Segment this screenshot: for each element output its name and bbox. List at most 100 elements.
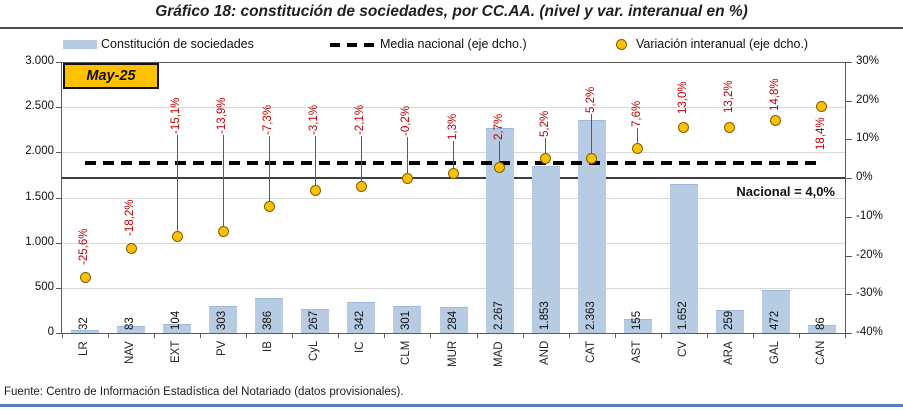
bar — [531, 165, 560, 334]
bar-value-label: 284 — [446, 310, 459, 330]
left-axis-tick-label: 3.000 — [25, 55, 54, 67]
gridline — [62, 242, 845, 244]
variation-label: 2,7% — [492, 113, 505, 141]
callout-stem — [176, 135, 178, 237]
bar — [393, 305, 422, 334]
variation-label: -18,2% — [124, 199, 137, 237]
left-axis-tick — [56, 333, 62, 334]
left-axis-tick-label: 500 — [34, 280, 54, 293]
x-axis-tick — [568, 333, 570, 338]
callout-stem — [222, 135, 224, 232]
right-axis-tick-label: -20% — [856, 248, 883, 261]
variation-label: -15,1% — [170, 97, 183, 134]
left-axis-tick-label: 2.500 — [25, 100, 54, 113]
bar — [669, 183, 698, 334]
x-axis-tick — [200, 333, 202, 338]
bar-value-label: 2.363 — [584, 301, 597, 330]
x-axis-label: LR — [78, 341, 91, 356]
title-divider — [0, 27, 903, 29]
legend-bar-swatch-icon — [63, 40, 97, 49]
left-axis-tick-label: 0 — [47, 326, 54, 338]
bar-value-label: 1.652 — [676, 301, 689, 330]
variation-marker — [770, 115, 782, 127]
variation-marker — [678, 122, 690, 134]
left-axis-tick-label: 1.500 — [25, 190, 54, 203]
left-axis-tick — [56, 242, 62, 244]
variation-marker — [309, 184, 321, 196]
x-axis-tick — [522, 333, 524, 338]
left-axis-tick-label: 1.000 — [25, 235, 54, 248]
x-axis-tick — [752, 333, 754, 338]
bar-value-label: 303 — [216, 310, 229, 330]
bar — [715, 309, 744, 334]
right-axis-tick — [846, 139, 852, 141]
x-axis-tick — [845, 333, 846, 338]
bar-value-label: 267 — [308, 310, 321, 330]
variation-marker — [217, 226, 229, 238]
left-axis-tick — [56, 62, 62, 63]
callout-stem — [591, 114, 593, 158]
x-axis-tick — [338, 333, 340, 338]
variation-label: 13,0% — [676, 81, 689, 114]
x-axis-tick — [292, 333, 294, 338]
variation-marker — [171, 231, 183, 243]
left-axis-tick — [56, 107, 62, 109]
variation-marker — [401, 173, 413, 185]
bar — [71, 330, 100, 334]
variation-marker — [586, 152, 598, 164]
bar — [209, 305, 238, 334]
period-badge: May-25 — [63, 63, 159, 89]
axis-top-border — [62, 62, 845, 63]
right-axis-tick-label: -30% — [856, 287, 883, 300]
variation-label: 5,2% — [584, 86, 597, 114]
right-axis-tick — [846, 100, 852, 102]
legend-variation-label: Variación interanual (eje dcho.) — [636, 37, 809, 51]
right-axis-tick-label: -10% — [856, 209, 883, 222]
variation-marker — [724, 121, 736, 133]
bar-value-label: 32 — [78, 317, 91, 330]
legend-marker-icon — [616, 39, 627, 50]
right-axis-tick-label: 10% — [856, 132, 880, 145]
right-axis-tick — [846, 294, 852, 296]
x-axis-tick — [62, 333, 63, 338]
variation-label: 5,2% — [538, 110, 551, 138]
right-axis-tick-label: 0% — [856, 171, 873, 184]
x-axis-label: ARA — [722, 341, 735, 365]
x-axis-label: CyL — [308, 340, 321, 361]
callout-stem — [637, 128, 639, 149]
callout-stem — [268, 135, 270, 207]
callout-stem — [360, 135, 362, 187]
x-axis-tick — [154, 333, 156, 338]
axis-bottom — [62, 333, 845, 335]
x-axis-tick — [476, 333, 478, 338]
x-axis-tick — [706, 333, 708, 338]
x-axis-label: MUR — [446, 340, 459, 367]
x-axis-label: CV — [676, 341, 689, 357]
x-axis-label: EXT — [170, 340, 183, 363]
variation-label: 14,8% — [768, 78, 781, 112]
variation-marker — [448, 167, 459, 179]
bar — [623, 318, 652, 334]
x-axis-tick — [660, 333, 662, 338]
variation-label: 13,2% — [722, 80, 735, 114]
right-axis-tick-label: -40% — [856, 326, 883, 338]
left-axis-tick — [56, 197, 62, 199]
right-axis-tick — [846, 255, 852, 257]
gridline — [62, 287, 845, 289]
right-axis-tick-label: 20% — [856, 93, 880, 106]
variation-marker — [494, 162, 506, 174]
callout-stem — [406, 136, 408, 179]
bar — [117, 325, 146, 334]
x-axis-label: IB — [262, 341, 275, 352]
variation-label: -13,9% — [216, 97, 229, 134]
axis-right — [845, 62, 847, 334]
chart-title: Gráfico 18: constitución de sociedades, … — [155, 3, 748, 20]
variation-label: 7,6% — [630, 100, 643, 128]
x-axis-label: CAT — [584, 340, 597, 363]
variation-marker — [125, 243, 137, 255]
right-axis-tick-label: 30% — [856, 55, 880, 67]
legend-dashed-line-icon — [330, 43, 374, 47]
variation-label: 18,4% — [814, 117, 827, 150]
